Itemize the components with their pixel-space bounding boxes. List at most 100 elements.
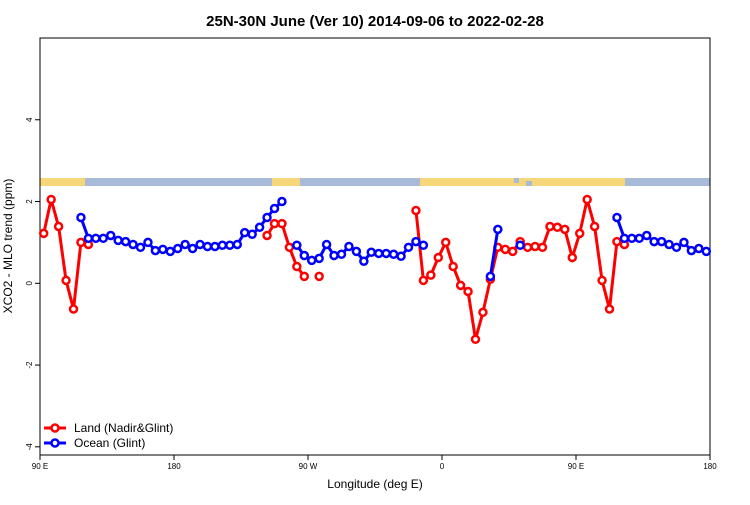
x-axis-label: Longitude (deg E) bbox=[327, 477, 422, 491]
point bbox=[351, 246, 362, 257]
point bbox=[83, 233, 94, 244]
point bbox=[656, 236, 667, 247]
point bbox=[105, 230, 116, 241]
point bbox=[321, 239, 332, 250]
point bbox=[269, 218, 280, 229]
point bbox=[172, 243, 183, 254]
point bbox=[493, 224, 503, 235]
point bbox=[277, 196, 287, 207]
point bbox=[537, 242, 548, 253]
land-strip bbox=[272, 178, 300, 186]
point bbox=[671, 242, 682, 253]
point bbox=[128, 239, 138, 250]
point bbox=[314, 253, 324, 264]
point bbox=[306, 255, 317, 266]
point bbox=[567, 252, 578, 263]
point bbox=[180, 239, 190, 250]
point bbox=[292, 240, 302, 251]
point bbox=[165, 246, 176, 257]
point bbox=[359, 256, 369, 266]
point bbox=[604, 304, 615, 314]
legend: Land (Nadir&Glint)Ocean (Glint) bbox=[44, 421, 173, 450]
point bbox=[500, 244, 511, 255]
point bbox=[91, 233, 101, 244]
point bbox=[619, 233, 630, 244]
point bbox=[470, 334, 481, 345]
x-tick-label: 0 bbox=[440, 462, 445, 471]
point bbox=[314, 271, 324, 282]
series-line bbox=[79, 200, 707, 277]
point bbox=[247, 229, 257, 239]
point bbox=[299, 250, 310, 261]
point bbox=[679, 237, 689, 248]
point bbox=[373, 248, 384, 259]
point bbox=[388, 249, 399, 260]
point bbox=[299, 271, 310, 282]
point bbox=[239, 227, 250, 238]
point bbox=[187, 243, 198, 254]
point bbox=[158, 244, 168, 255]
point bbox=[381, 248, 391, 259]
point bbox=[418, 240, 429, 251]
land-strip bbox=[420, 178, 625, 186]
point bbox=[344, 241, 354, 252]
point bbox=[433, 252, 444, 263]
x-tick-label: 90 E bbox=[32, 462, 48, 471]
x-tick-label: 90 W bbox=[299, 462, 318, 471]
point bbox=[76, 212, 86, 223]
point bbox=[597, 275, 607, 286]
point bbox=[440, 237, 451, 248]
point bbox=[254, 222, 265, 233]
point bbox=[120, 236, 131, 247]
point bbox=[664, 239, 674, 250]
point bbox=[38, 228, 49, 239]
point bbox=[612, 212, 622, 223]
point bbox=[641, 230, 652, 241]
point bbox=[552, 222, 563, 233]
point bbox=[202, 241, 213, 252]
point bbox=[292, 261, 302, 272]
series-line bbox=[42, 199, 625, 340]
point bbox=[277, 218, 287, 229]
point bbox=[418, 275, 429, 286]
legend-marker bbox=[50, 438, 60, 448]
x-tick-label: 180 bbox=[703, 462, 717, 471]
point bbox=[426, 270, 436, 280]
point bbox=[582, 194, 592, 205]
point bbox=[627, 233, 637, 244]
chart-title: 25N-30N June (Ver 10) 2014-09-06 to 2022… bbox=[206, 13, 544, 30]
point bbox=[455, 280, 466, 291]
point bbox=[530, 241, 540, 252]
point bbox=[195, 239, 205, 250]
point bbox=[336, 249, 347, 260]
point bbox=[210, 241, 220, 252]
y-tick-label: -4 bbox=[25, 443, 34, 451]
x-tick-label: 90 E bbox=[568, 462, 584, 471]
point bbox=[694, 243, 704, 254]
point bbox=[269, 203, 280, 214]
ocean-strip bbox=[40, 178, 710, 186]
point bbox=[485, 271, 496, 282]
point bbox=[686, 245, 697, 256]
legend-marker bbox=[50, 423, 60, 433]
point bbox=[411, 236, 421, 247]
point bbox=[411, 205, 421, 216]
point bbox=[217, 240, 228, 251]
y-axis-label: XCO2 - MLO trend (ppm) bbox=[1, 179, 15, 314]
point bbox=[515, 240, 525, 251]
point bbox=[232, 239, 243, 250]
y-tick-label: -2 bbox=[25, 361, 34, 369]
ocean-strip bbox=[514, 178, 519, 183]
point bbox=[403, 242, 414, 253]
y-tick-label: 0 bbox=[25, 281, 34, 286]
point bbox=[560, 224, 570, 235]
point bbox=[46, 194, 56, 205]
point bbox=[522, 242, 533, 253]
ocean-strip bbox=[526, 181, 532, 186]
point bbox=[150, 245, 161, 256]
point bbox=[396, 251, 406, 262]
point bbox=[329, 250, 339, 261]
point bbox=[53, 221, 64, 232]
point bbox=[574, 228, 585, 239]
